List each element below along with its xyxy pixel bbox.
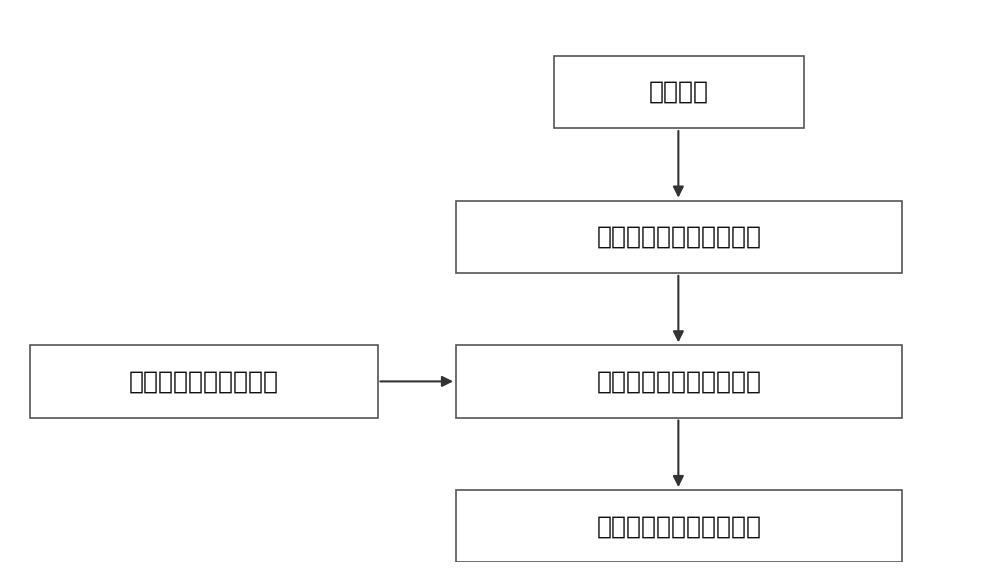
FancyBboxPatch shape xyxy=(30,345,378,417)
FancyBboxPatch shape xyxy=(456,490,902,562)
Text: 微波高温热解吸处理单元: 微波高温热解吸处理单元 xyxy=(596,369,761,394)
Text: 油气冷凝与尾气处理单元: 油气冷凝与尾气处理单元 xyxy=(596,514,761,538)
Text: 制氮及氧含量检测单元: 制氮及氧含量检测单元 xyxy=(129,369,279,394)
FancyBboxPatch shape xyxy=(456,201,902,273)
FancyBboxPatch shape xyxy=(554,56,804,128)
Text: 间接加热低温热解吸单元: 间接加热低温热解吸单元 xyxy=(596,225,761,249)
Text: 进料单元: 进料单元 xyxy=(649,80,709,104)
FancyBboxPatch shape xyxy=(456,345,902,417)
